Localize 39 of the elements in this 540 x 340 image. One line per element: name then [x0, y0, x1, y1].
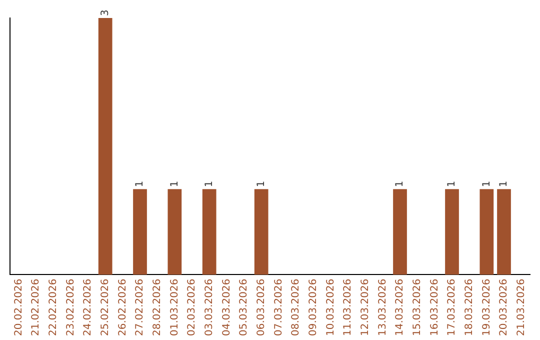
- x-tick-label: 24.02.2026: [82, 278, 94, 336]
- x-tick-label: 01.03.2026: [169, 278, 180, 336]
- x-tick-label: 27.02.2026: [134, 278, 146, 336]
- x-tick-label: 21.02.2026: [30, 278, 42, 336]
- x-tick-label: 20.02.2026: [13, 278, 24, 336]
- x-tick-label: 10.03.2026: [325, 278, 336, 336]
- x-tick-label: 14.03.2026: [394, 278, 406, 336]
- x-tick-label: 18.03.2026: [464, 278, 475, 336]
- x-tick-label: 20.03.2026: [498, 278, 510, 336]
- x-tick-label: 28.02.2026: [152, 278, 163, 336]
- x-tick-label: 25.02.2026: [100, 278, 111, 336]
- data-label: 1: [204, 180, 215, 188]
- x-tick-label: 21.03.2026: [516, 278, 527, 336]
- data-label: 1: [394, 180, 406, 188]
- x-tick-label: 16.03.2026: [429, 278, 440, 336]
- x-tick-label: 12.03.2026: [360, 278, 371, 336]
- x-tick-label: 05.03.2026: [238, 278, 250, 336]
- data-label: 1: [446, 180, 458, 188]
- data-label: 3: [100, 10, 111, 16]
- data-label: 1: [134, 180, 146, 188]
- x-tick-label: 07.03.2026: [273, 278, 284, 336]
- x-tick-label: 09.03.2026: [308, 278, 319, 336]
- data-label: 1: [256, 180, 267, 188]
- x-tick-label: 08.03.2026: [290, 278, 302, 336]
- x-tick-label: 17.03.2026: [446, 278, 458, 336]
- x-tick-label: 04.03.2026: [221, 278, 232, 336]
- x-tick-label: 22.02.2026: [48, 278, 59, 336]
- x-tick-label: 11.03.2026: [342, 278, 354, 336]
- data-label: 1: [169, 180, 180, 188]
- x-tick-label: 23.02.2026: [65, 278, 76, 336]
- data-label: 1: [481, 180, 492, 188]
- x-tick-label: 06.03.2026: [256, 278, 267, 336]
- x-tick-label: 03.03.2026: [204, 278, 215, 336]
- x-tick-label: 26.02.2026: [117, 278, 128, 336]
- x-tick-label: 19.03.2026: [481, 278, 492, 336]
- x-tick-label: 15.03.2026: [412, 278, 423, 336]
- data-label: 1: [498, 180, 510, 188]
- x-tick-label: 13.03.2026: [377, 278, 388, 336]
- x-tick-label: 02.03.2026: [186, 278, 198, 336]
